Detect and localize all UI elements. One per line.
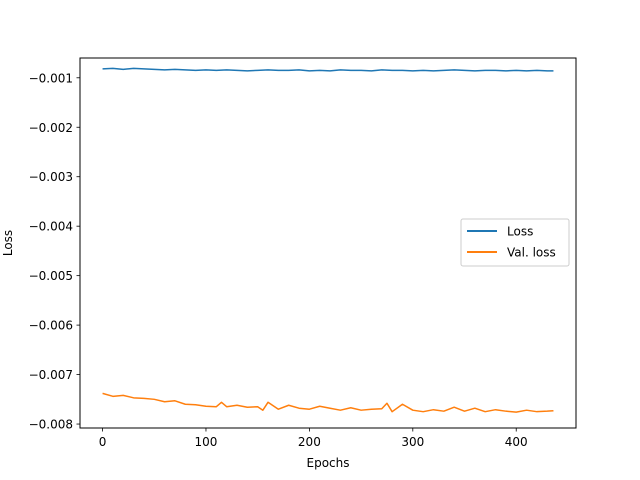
y-tick-label: −0.006 [29, 319, 73, 333]
y-tick-label: −0.004 [29, 220, 73, 234]
legend: Loss Val. loss [460, 218, 570, 267]
plot-frame [79, 57, 577, 429]
y-axis-ticks: −0.008 −0.007 −0.006 −0.005 −0.004 −0.003 −0.0… [29, 71, 80, 432]
y-tick-label: −0.005 [29, 269, 73, 283]
y-tick-label: −0.003 [29, 170, 73, 184]
x-tick-label: 0 [99, 435, 107, 449]
series-line-loss [102, 67, 554, 72]
x-axis-label: Epochs [307, 456, 350, 470]
y-tick-label: −0.002 [29, 121, 73, 135]
x-tick-label: 300 [401, 435, 424, 449]
x-tick-label: 200 [298, 435, 321, 449]
legend-label-val-loss: Val. loss [507, 246, 556, 260]
x-axis-ticks: 0 100 200 300 400 [99, 428, 528, 449]
series-line-val-loss [102, 392, 554, 413]
y-tick-label: −0.001 [29, 71, 73, 85]
x-tick-label: 400 [505, 435, 528, 449]
x-tick-label: 100 [195, 435, 218, 449]
legend-label-loss: Loss [507, 225, 533, 239]
y-tick-label: −0.008 [29, 418, 73, 432]
y-axis-label: Loss [1, 230, 15, 256]
y-tick-label: −0.007 [29, 368, 73, 382]
plot-lines [102, 67, 554, 413]
